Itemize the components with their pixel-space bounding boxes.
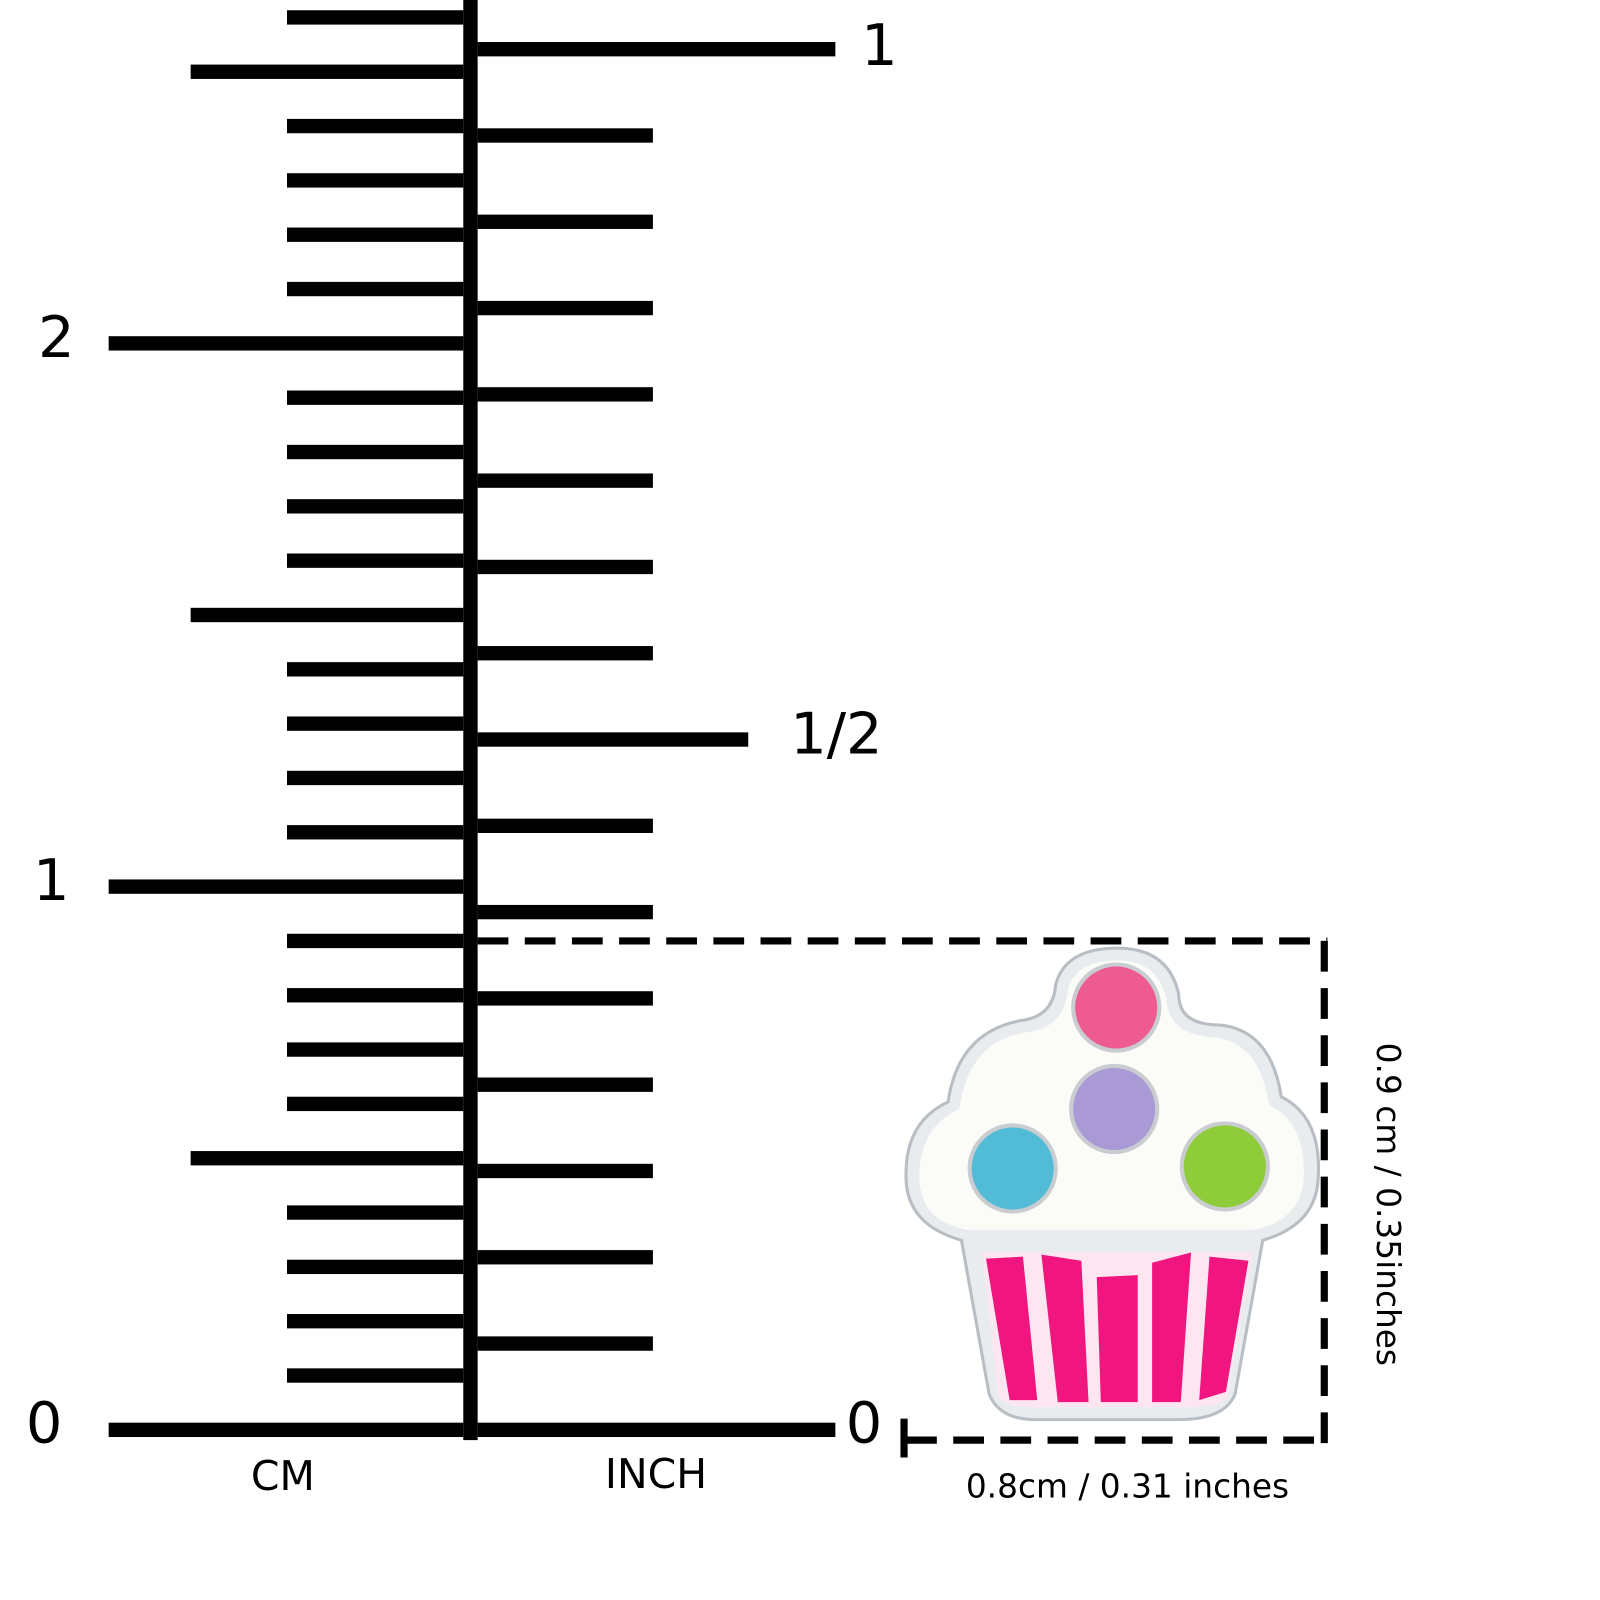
cm-axis-label: CM (251, 1452, 315, 1500)
tick (286, 988, 464, 1003)
tick (286, 716, 464, 731)
tick (286, 1096, 464, 1112)
tick (286, 118, 464, 134)
cm-label: 2 (38, 304, 75, 371)
tick (477, 1163, 653, 1179)
tick (190, 64, 464, 79)
tick (477, 732, 749, 747)
tick (477, 1077, 653, 1092)
tick (477, 818, 653, 833)
tick (477, 473, 653, 488)
tick (190, 607, 464, 623)
tick (477, 559, 653, 575)
tick (477, 214, 653, 229)
tick (108, 336, 464, 351)
tick (286, 1368, 464, 1383)
tick (286, 444, 464, 460)
dimension-box (477, 937, 1328, 1458)
tick (286, 1314, 464, 1329)
tick (286, 662, 464, 677)
tick (477, 1422, 836, 1438)
tick (286, 390, 464, 405)
cm-label: 0 (26, 1389, 63, 1456)
height-label: 0.9 cm / 0.35inches (1369, 1043, 1407, 1366)
tick (286, 10, 464, 25)
inch-label: 1/2 (790, 701, 882, 768)
tick (477, 1336, 653, 1351)
tick (477, 387, 653, 402)
tick (477, 1250, 653, 1265)
tick (477, 128, 653, 143)
ruler-ticks (108, 10, 836, 1438)
tick (286, 281, 464, 297)
tick (286, 933, 464, 949)
tick (286, 1205, 464, 1220)
tick (286, 553, 464, 568)
tick (286, 173, 464, 188)
tick (286, 227, 464, 242)
cm-label: 1 (33, 847, 70, 914)
inch-axis-label: INCH (605, 1450, 707, 1498)
inch-label: 0 (846, 1389, 883, 1456)
tick (286, 1259, 464, 1275)
tick (477, 991, 653, 1006)
inch-label: 1 (861, 12, 898, 79)
tick (286, 499, 464, 514)
tick (477, 42, 836, 57)
tick (108, 879, 464, 894)
tick (108, 1422, 464, 1438)
tick (477, 646, 653, 661)
tick (286, 825, 464, 840)
tick (286, 1042, 464, 1057)
tick (477, 904, 653, 920)
tick (190, 1151, 464, 1166)
tick (477, 300, 653, 316)
cupcake-earring (904, 946, 1321, 1422)
width-label: 0.8cm / 0.31 inches (966, 1467, 1289, 1505)
tick (286, 770, 464, 786)
ruler-spine (463, 0, 478, 1441)
